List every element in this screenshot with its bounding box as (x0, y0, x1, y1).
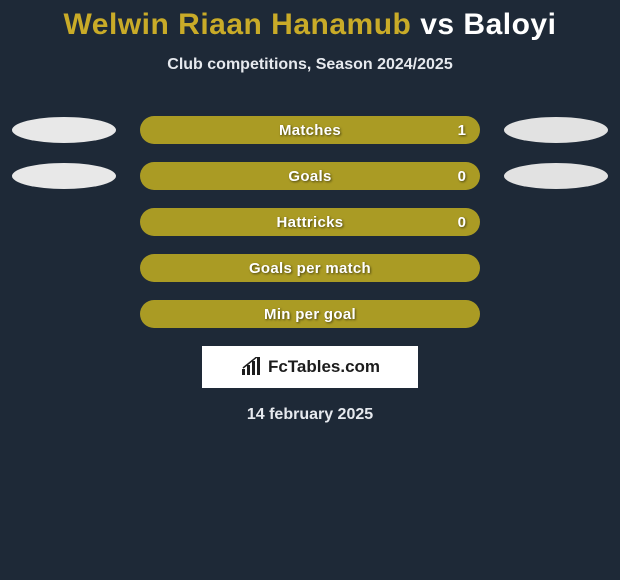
player1-name: Welwin Riaan Hanamub (64, 8, 412, 41)
stat-label: Goals per match (140, 254, 480, 282)
vs-text: vs (411, 8, 463, 41)
stat-row: Hattricks0 (0, 208, 620, 236)
stat-row: Matches1 (0, 116, 620, 144)
subtitle: Club competitions, Season 2024/2025 (0, 56, 620, 74)
left-slot (4, 163, 140, 189)
stat-bar: Hattricks0 (140, 208, 480, 236)
right-slot (480, 163, 616, 189)
stat-rows: Matches1Goals0Hattricks0Goals per matchM… (0, 116, 620, 328)
page-title: Welwin Riaan Hanamub vs Baloyi (0, 0, 620, 42)
date-text: 14 february 2025 (0, 406, 620, 424)
stat-row: Goals0 (0, 162, 620, 190)
right-ellipse (504, 117, 608, 143)
left-ellipse (12, 163, 116, 189)
left-slot (4, 117, 140, 143)
stat-label: Min per goal (140, 300, 480, 328)
left-ellipse (12, 117, 116, 143)
stat-value: 0 (458, 208, 466, 236)
stat-row: Goals per match (0, 254, 620, 282)
stat-value: 1 (458, 116, 466, 144)
brand-text: FcTables.com (268, 357, 380, 377)
brand-box: FcTables.com (202, 346, 418, 388)
stat-value: 0 (458, 162, 466, 190)
stat-bar: Goals per match (140, 254, 480, 282)
stat-bar: Goals0 (140, 162, 480, 190)
player2-name: Baloyi (463, 8, 556, 41)
stat-label: Hattricks (140, 208, 480, 236)
right-ellipse (504, 163, 608, 189)
stat-row: Min per goal (0, 300, 620, 328)
stat-label: Goals (140, 162, 480, 190)
stat-label: Matches (140, 116, 480, 144)
stat-bar: Matches1 (140, 116, 480, 144)
stat-bar: Min per goal (140, 300, 480, 328)
right-slot (480, 117, 616, 143)
chart-icon (240, 357, 262, 377)
